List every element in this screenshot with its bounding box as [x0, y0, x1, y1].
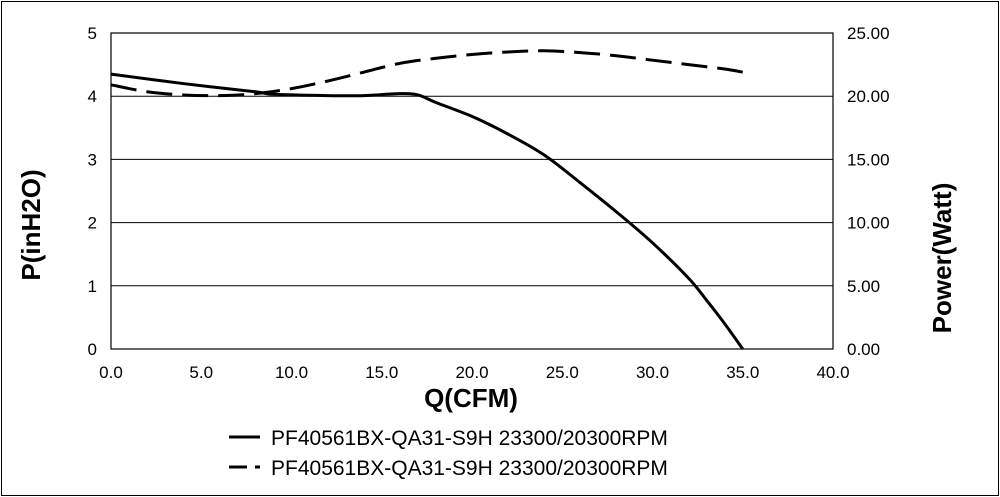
y2-axis-title: Power(Watt): [927, 183, 957, 334]
x-tick-label: 20.0: [455, 363, 488, 382]
x-axis-ticks: 0.0 5.0 10.0 15.0 20.0 25.0 30.0 35.0 40.0: [99, 363, 849, 382]
x-tick-label: 15.0: [365, 363, 398, 382]
y-tick-label: 5: [88, 24, 97, 43]
right-axis-ticks: 0.00 5.00 10.00 15.00 20.00 25.00: [847, 24, 890, 359]
x-tick-label: 0.0: [99, 363, 123, 382]
y2-tick-label: 25.00: [847, 24, 890, 43]
left-axis-ticks: 0 1 2 3 4 5: [88, 24, 97, 359]
x-tick-label: 10.0: [275, 363, 308, 382]
x-tick-label: 5.0: [189, 363, 213, 382]
x-tick-label: 25.0: [546, 363, 579, 382]
grid-lines: [111, 95, 833, 287]
y2-tick-label: 5.00: [847, 277, 880, 296]
legend: PF40561BX-QA31-S9H 23300/20300RPM PF4056…: [229, 427, 668, 480]
y2-tick-label: 10.00: [847, 214, 890, 233]
x-tick-label: 40.0: [816, 363, 849, 382]
x-tick-label: 35.0: [726, 363, 759, 382]
legend-dashed-label: PF40561BX-QA31-S9H 23300/20300RPM: [271, 457, 668, 480]
power-curve-dashed: [110, 49, 744, 98]
y-tick-label: 3: [88, 150, 97, 169]
legend-solid-label: PF40561BX-QA31-S9H 23300/20300RPM: [271, 427, 668, 450]
y-axis-title: P(inH2O): [16, 169, 46, 280]
y-tick-label: 0: [88, 340, 97, 359]
plot-area-border: [110, 32, 834, 350]
pressure-curve-solid: [110, 72, 744, 350]
x-tick-label: 30.0: [636, 363, 669, 382]
y2-tick-label: 0.00: [847, 340, 880, 359]
y2-tick-label: 15.00: [847, 150, 890, 169]
series-layer: [110, 49, 744, 350]
y-tick-label: 1: [88, 277, 97, 296]
y2-tick-label: 20.00: [847, 87, 890, 106]
y-tick-label: 4: [88, 87, 97, 106]
x-axis-title: Q(CFM): [424, 383, 518, 413]
y-tick-label: 2: [88, 214, 97, 233]
